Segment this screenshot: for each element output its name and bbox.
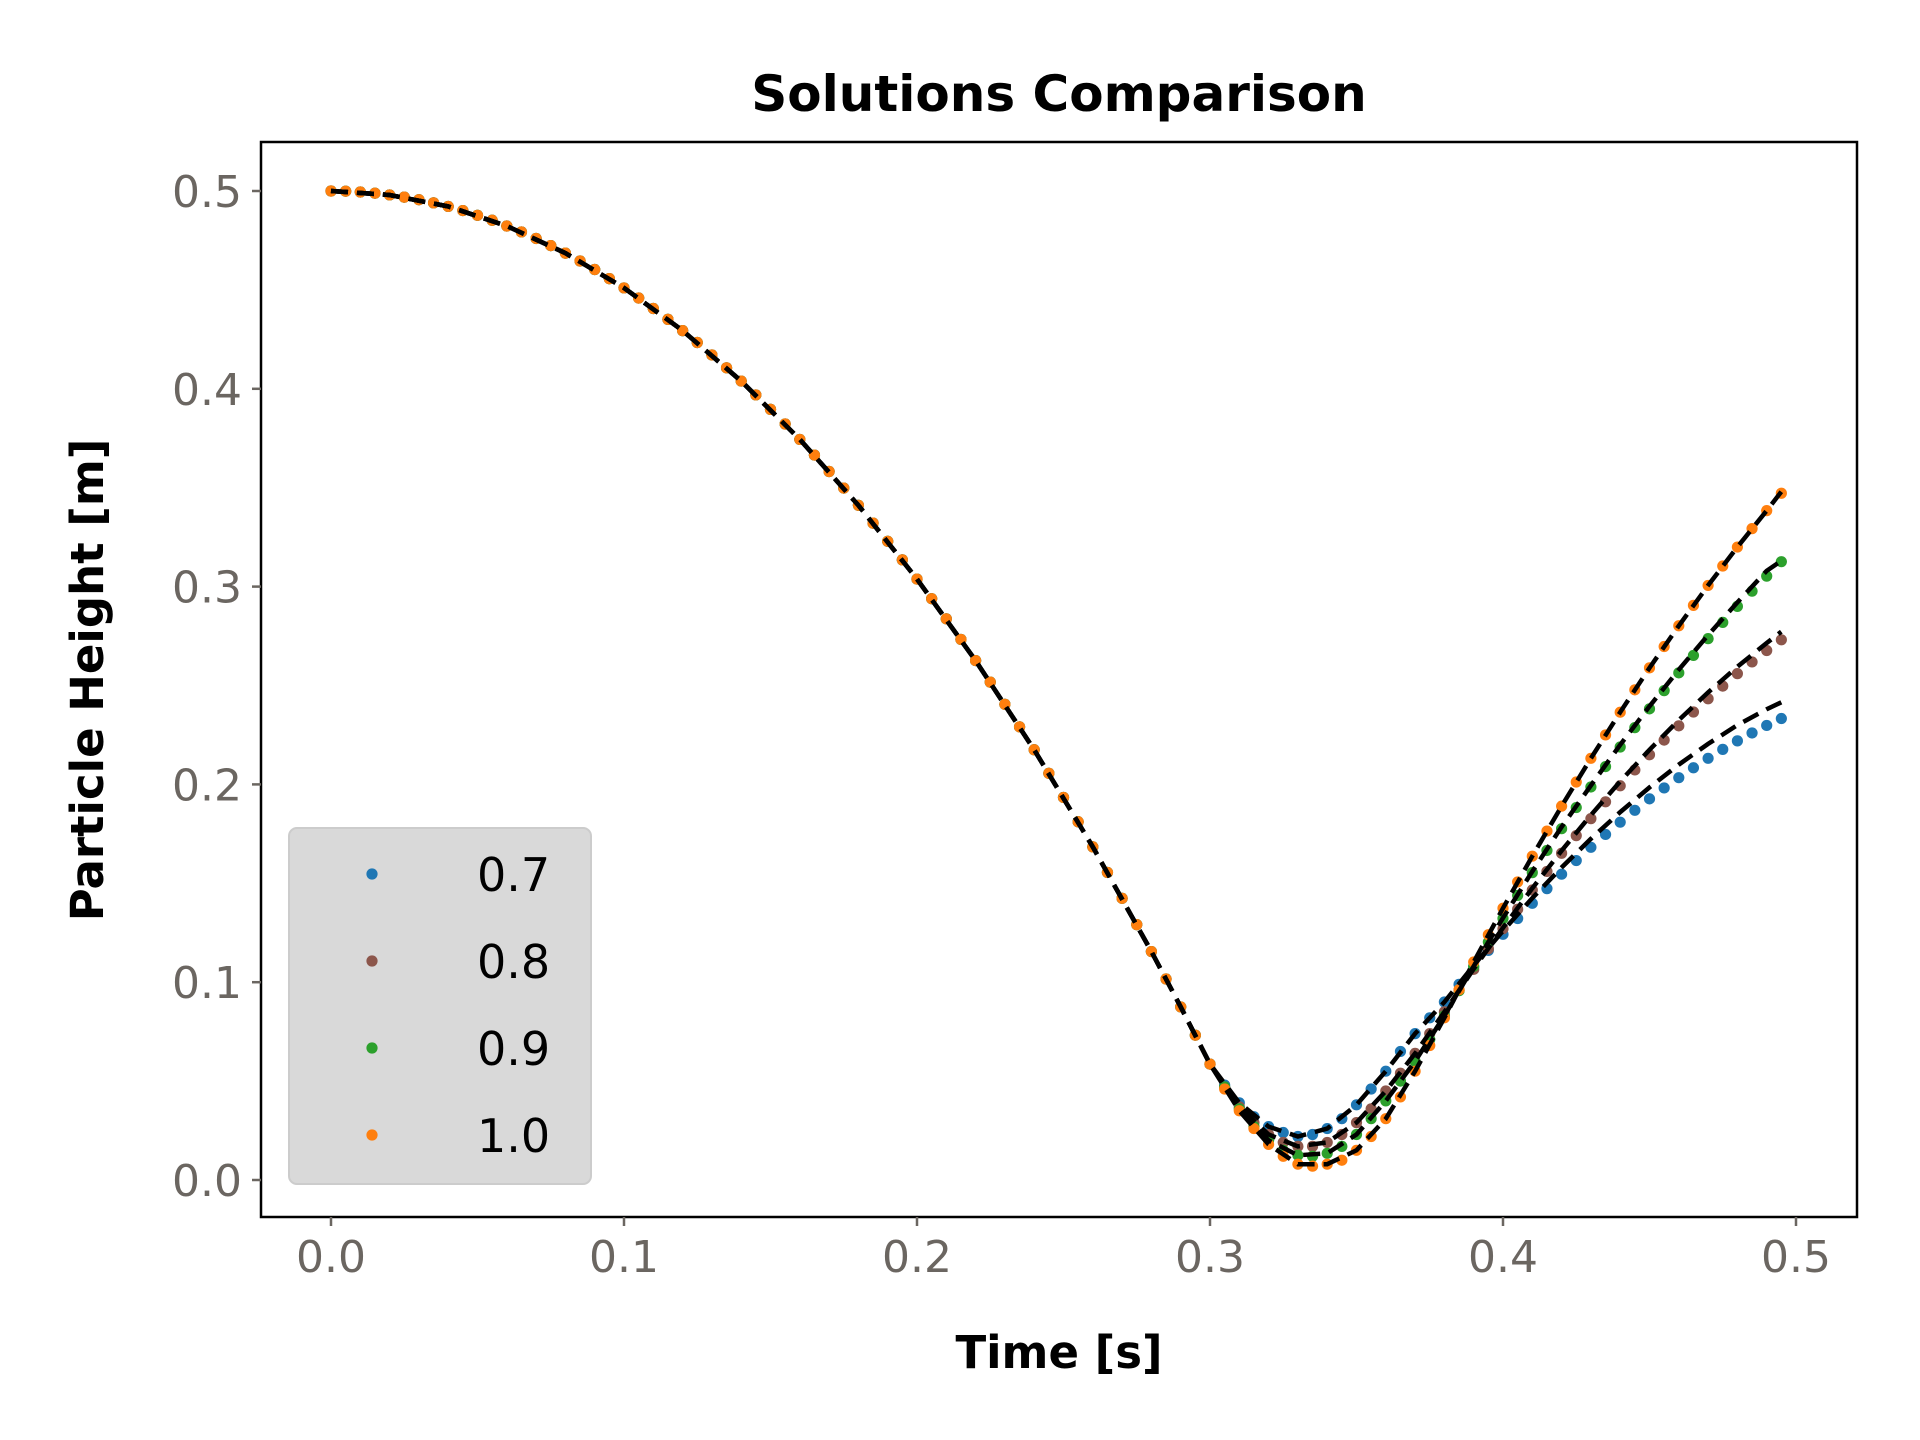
- legend-label: 0.9: [477, 1022, 550, 1076]
- chart-title: Solutions Comparison: [751, 65, 1366, 123]
- x-axis: 0.0 0.1 0.2 0.3 0.4 0.5: [296, 1217, 1831, 1283]
- data-point: [1673, 720, 1685, 732]
- reference-line-1: [330, 188, 1783, 1149]
- x-tick-label: 0.2: [882, 1232, 952, 1283]
- data-point: [1556, 868, 1568, 880]
- data-point: [1321, 1136, 1333, 1149]
- data-point: [1746, 727, 1758, 739]
- x-tick-label: 0.1: [589, 1232, 659, 1283]
- data-point: [1673, 667, 1685, 679]
- data-point: [1731, 668, 1743, 680]
- data-point: [398, 191, 410, 203]
- legend: 0.7 0.8 0.9 1.0: [288, 827, 592, 1185]
- y-tick-label: 0.5: [172, 167, 242, 218]
- x-axis-label: Time [s]: [955, 1326, 1162, 1379]
- y-tick-label: 0.4: [172, 365, 242, 416]
- data-point: [471, 209, 484, 221]
- legend-label: 0.7: [477, 848, 550, 902]
- y-tick-label: 0.2: [172, 760, 242, 811]
- legend-item: 0.9: [366, 1022, 550, 1076]
- data-point: [1658, 734, 1670, 746]
- y-axis-label: Particle Height [m]: [61, 439, 114, 922]
- x-tick-label: 0.5: [1761, 1232, 1831, 1283]
- legend-box: [288, 827, 592, 1185]
- legend-item: 0.7: [366, 848, 550, 902]
- data-point: [1731, 735, 1743, 747]
- legend-marker: [366, 1129, 378, 1141]
- data-point: [1717, 743, 1729, 755]
- plot-area: [325, 185, 1787, 1172]
- data-point: [1248, 1122, 1260, 1135]
- data-point: [1673, 772, 1685, 784]
- data-point: [1336, 1154, 1348, 1166]
- reference-line-0: [330, 188, 1783, 1139]
- legend-item: 1.0: [366, 1109, 550, 1163]
- data-point: [1643, 793, 1656, 805]
- legend-marker: [366, 868, 378, 880]
- data-point: [1775, 634, 1787, 646]
- data-point: [1687, 762, 1700, 774]
- data-point: [1614, 816, 1626, 828]
- x-tick-label: 0.0: [296, 1232, 366, 1283]
- x-tick-label: 0.4: [1468, 1232, 1538, 1283]
- data-point: [1556, 800, 1568, 812]
- y-tick-label: 0.3: [172, 563, 242, 614]
- axes-frame: [259, 140, 1859, 1219]
- data-point: [677, 325, 689, 337]
- data-point: [1775, 712, 1787, 725]
- data-point: [1702, 752, 1714, 764]
- data-point: [1204, 1058, 1216, 1070]
- reference-line-3: [330, 188, 1784, 1167]
- legend-marker: [366, 1042, 378, 1054]
- data-point: [1761, 719, 1773, 732]
- reference-line-2: [330, 188, 1783, 1158]
- y-tick-label: 0.1: [172, 958, 242, 1009]
- data-point: [1585, 813, 1597, 825]
- legend-label: 1.0: [477, 1109, 550, 1163]
- legend-item: 0.8: [366, 935, 550, 989]
- data-point: [1629, 804, 1641, 816]
- y-tick-label: 0.0: [172, 1156, 242, 1207]
- legend-marker: [366, 955, 378, 967]
- y-axis: 0.0 0.1 0.2 0.3 0.4 0.5: [172, 167, 261, 1207]
- data-point: [1599, 828, 1612, 841]
- x-tick-label: 0.3: [1175, 1232, 1245, 1283]
- data-point: [1658, 782, 1670, 794]
- legend-label: 0.8: [477, 935, 550, 989]
- data-point: [1761, 570, 1773, 582]
- data-point: [1687, 649, 1700, 662]
